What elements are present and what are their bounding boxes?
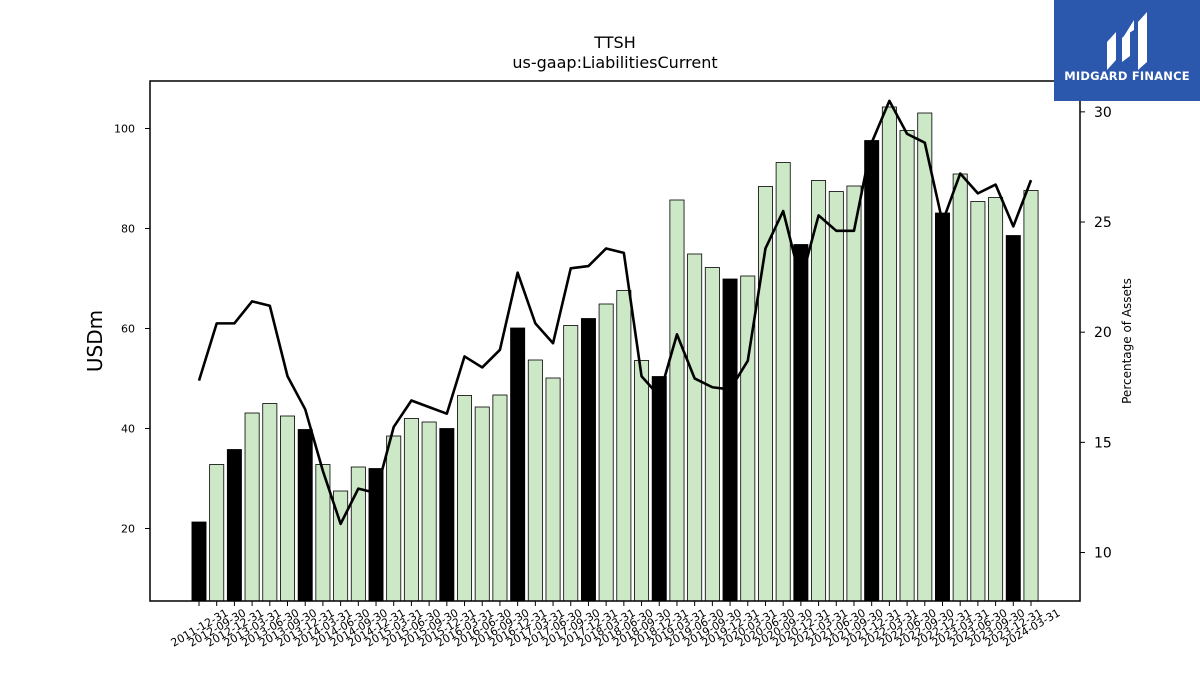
bar (545, 377, 561, 602)
bar (226, 449, 242, 602)
chart-title: TTSH (593, 33, 635, 52)
brand-logo: MIDGARD FINANCE (1054, 0, 1200, 101)
bar (350, 466, 366, 602)
bar (280, 415, 295, 602)
line-path (197, 99, 1033, 526)
bar (297, 429, 313, 602)
bar (793, 244, 809, 602)
logo-text: MIDGARD FINANCE (1064, 69, 1190, 83)
bar (917, 112, 933, 602)
bar (828, 191, 844, 602)
bar (1023, 190, 1039, 602)
bar (616, 290, 632, 602)
bar (988, 197, 1004, 602)
bar (687, 253, 703, 602)
bar (439, 428, 455, 602)
y2-tick-label: 30 (1094, 105, 1112, 121)
x-axis: 2011-12-312012-09-302012-12-312013-03-31… (169, 601, 1063, 650)
bar (421, 421, 437, 602)
bar (244, 412, 260, 602)
bar (191, 521, 207, 602)
y-axis-label: USDm (83, 310, 107, 372)
bar (1005, 235, 1021, 602)
y-tick-label: 20 (121, 523, 135, 536)
bar (403, 418, 419, 602)
chart-subtitle: us-gaap:LiabilitiesCurrent (512, 53, 717, 72)
bar (563, 325, 579, 602)
bar (722, 278, 738, 602)
bar (899, 130, 915, 602)
y2-axis-label: Percentage of Assets (1120, 278, 1134, 404)
bar (704, 267, 720, 602)
line-series (197, 99, 1033, 526)
y2-tick-label: 20 (1094, 325, 1112, 341)
y-axis-right: 10 15 20 25 30 (1080, 105, 1112, 562)
y-tick-label: 60 (121, 323, 135, 336)
bar (598, 303, 614, 602)
y-tick-label: 100 (114, 123, 135, 136)
bar (527, 359, 543, 602)
bar (811, 180, 827, 602)
bar (262, 403, 278, 602)
bar (846, 185, 862, 602)
y-axis-left: 20 40 60 80 100 (114, 123, 150, 536)
bar (580, 318, 596, 602)
bar (864, 140, 880, 602)
bar (492, 394, 508, 602)
y2-tick-label: 10 (1094, 546, 1112, 562)
y-tick-label: 80 (121, 223, 135, 236)
bar (970, 201, 986, 602)
bar (881, 106, 897, 602)
bar (651, 376, 667, 602)
logo-icon (1107, 12, 1147, 70)
bar (669, 199, 685, 602)
bar (634, 360, 650, 602)
bar (386, 435, 402, 602)
y2-tick-label: 25 (1094, 215, 1112, 231)
bar (474, 406, 490, 602)
plot-frame (149, 80, 1081, 602)
bar (457, 395, 473, 602)
bar-series (191, 106, 1039, 602)
bar (952, 173, 968, 602)
bar (209, 464, 225, 602)
y-tick-label: 40 (121, 423, 135, 436)
bar (935, 212, 950, 602)
bar (510, 327, 526, 602)
y2-tick-label: 15 (1094, 435, 1112, 451)
